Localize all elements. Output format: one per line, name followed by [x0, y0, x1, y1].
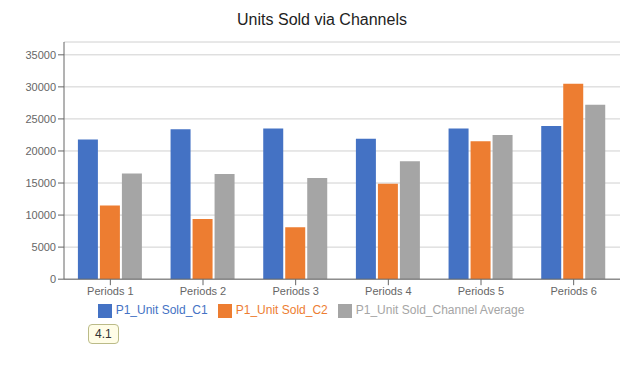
- svg-text:15000: 15000: [25, 177, 56, 189]
- html-text:P1_Unit Sold_Channel Average: P1_Unit Sold_Channel Average: [355, 303, 525, 318]
- html-text:Units Sold via Channels: Units Sold via Channels: [237, 11, 407, 28]
- svg-text:Periods 5: Periods 5: [458, 285, 504, 297]
- svg-text:35000: 35000: [25, 49, 56, 61]
- svg-text:5000: 5000: [32, 241, 56, 253]
- svg-text:10000: 10000: [25, 209, 56, 221]
- svg-text:Periods 4: Periods 4: [365, 285, 411, 297]
- html-text:P1_Unit Sold_C1: P1_Unit Sold_C1: [115, 303, 208, 318]
- html-text:P1_Unit Sold_C2: P1_Unit Sold_C2: [235, 303, 328, 318]
- svg-text:Periods 2: Periods 2: [180, 285, 226, 297]
- html-text:4.1: 4.1: [95, 327, 112, 341]
- svg-text:30000: 30000: [25, 81, 56, 93]
- svg-text:Periods 1: Periods 1: [87, 285, 133, 297]
- svg-text:25000: 25000: [25, 113, 56, 125]
- svg-text:Periods 3: Periods 3: [272, 285, 318, 297]
- svg-text:Periods 6: Periods 6: [550, 285, 596, 297]
- svg-text:20000: 20000: [25, 145, 56, 157]
- svg-text:0: 0: [50, 273, 56, 285]
